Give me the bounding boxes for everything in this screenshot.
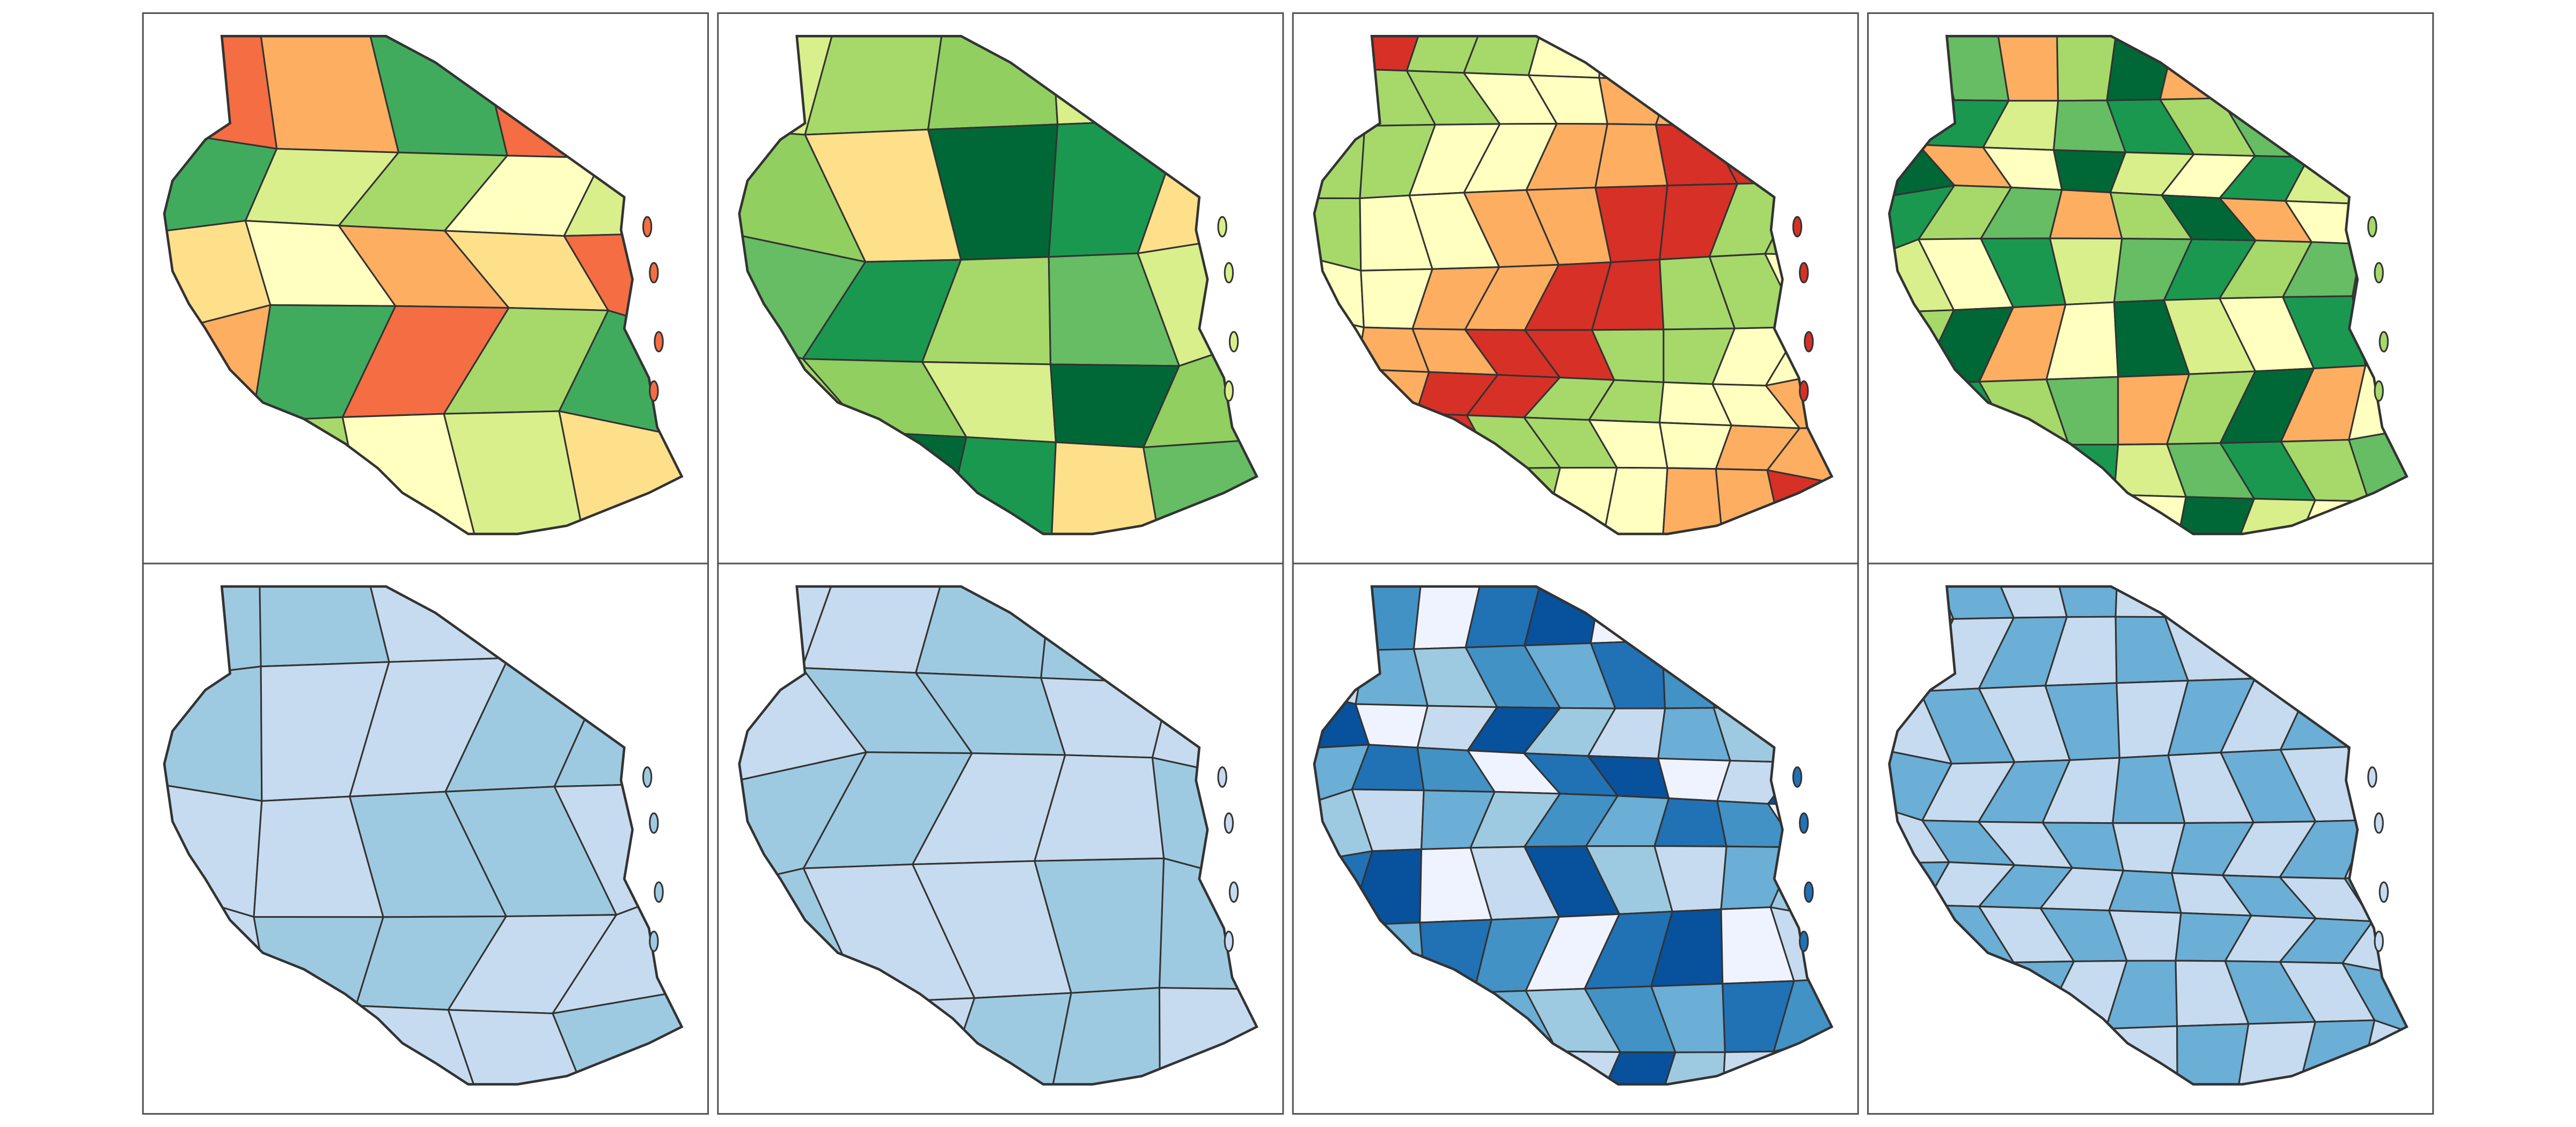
region (1601, 466, 1668, 534)
island (1224, 380, 1234, 402)
island (654, 331, 664, 353)
map-panel (1292, 562, 1859, 1115)
country-outline (1888, 585, 2409, 1086)
island (649, 931, 659, 952)
island (2374, 380, 2384, 402)
island (1792, 216, 1803, 238)
country-outline (738, 35, 1258, 536)
map-panel (1867, 562, 2434, 1115)
island (649, 380, 659, 402)
island (1804, 331, 1814, 353)
island (654, 881, 664, 903)
region (1594, 123, 1668, 189)
region (447, 1009, 587, 1085)
island (2379, 331, 2389, 353)
map-panel (717, 562, 1284, 1115)
country-outline (1313, 35, 1834, 536)
island (2374, 262, 2384, 284)
island (1217, 766, 1227, 788)
island (649, 812, 659, 834)
island (649, 262, 659, 284)
map-panel (1292, 12, 1859, 565)
island (642, 216, 653, 238)
country-outline (1313, 585, 1834, 1086)
map-panel (1867, 12, 2434, 565)
region (1662, 467, 1724, 534)
island (2374, 931, 2384, 952)
island (2374, 812, 2384, 834)
region (259, 586, 391, 668)
island (1224, 262, 1234, 284)
country-outline (163, 35, 684, 536)
island (1792, 766, 1803, 788)
island (1799, 262, 1809, 284)
island (2367, 216, 2377, 238)
island (2379, 881, 2389, 903)
region (1050, 986, 1161, 1085)
island (1228, 881, 1239, 903)
island (1799, 812, 1809, 834)
island (642, 766, 653, 788)
island (1799, 931, 1809, 952)
map-panel (717, 12, 1284, 565)
map-panel (142, 12, 709, 565)
country-outline (1888, 35, 2409, 536)
island (1228, 331, 1239, 353)
region (2176, 1023, 2250, 1085)
island (1224, 931, 1234, 952)
island (1224, 812, 1234, 834)
map-panel (142, 562, 709, 1115)
country-outline (738, 585, 1258, 1086)
region (443, 410, 586, 534)
island (1799, 380, 1809, 402)
island (2367, 766, 2377, 788)
island (1804, 881, 1814, 903)
country-outline (163, 585, 684, 1086)
region (1050, 441, 1161, 534)
island (1217, 216, 1227, 238)
